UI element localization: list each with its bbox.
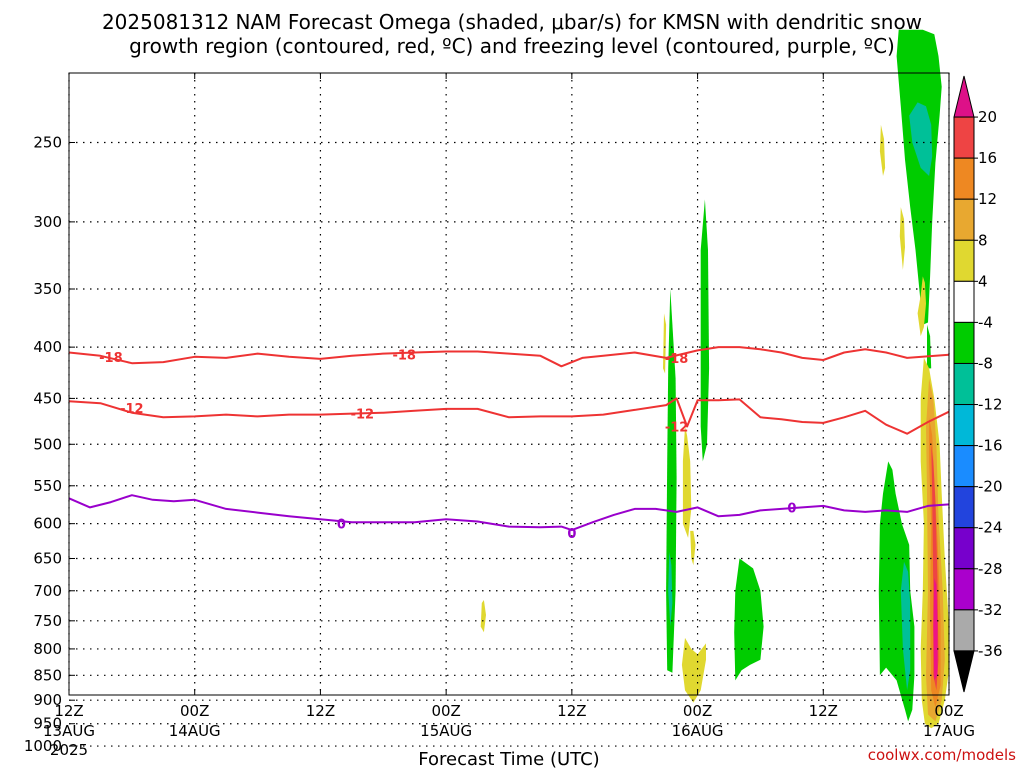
x-axis-label: Forecast Time (UTC) <box>418 749 599 768</box>
x-tick-label: 14AUG <box>169 722 221 740</box>
x-tick-label: 17AUG <box>923 722 975 740</box>
y-tick-label: 400 <box>33 338 62 356</box>
contour-label: 0 <box>787 501 796 516</box>
colorbar-label: -32 <box>978 601 1003 619</box>
colorbar-segment <box>953 198 975 241</box>
chart-title-line2: growth region (contoured, red, ºC) and f… <box>129 34 895 58</box>
y-tick-label: 350 <box>33 280 62 298</box>
x-tick-label: 00Z <box>934 702 963 720</box>
y-tick-label: 800 <box>33 640 62 658</box>
colorbar-label: 8 <box>978 231 988 249</box>
grid-lines <box>68 73 950 747</box>
colorbar-label: -36 <box>978 642 1003 660</box>
colorbar-label: 20 <box>978 108 997 126</box>
omega-shade-region <box>899 207 905 270</box>
y-tick-label: 900 <box>33 691 62 709</box>
x-tick-label: 00Z <box>431 702 460 720</box>
colorbar-segment <box>953 404 975 447</box>
omega-shade-region <box>900 561 911 691</box>
y-tick-label: 300 <box>33 213 62 231</box>
y-tick-label: 950 <box>33 715 62 733</box>
colorbar-label: 16 <box>978 149 997 167</box>
omega-shade-region <box>690 530 696 566</box>
chart-title-line1: 2025081312 NAM Forecast Omega (shaded, μ… <box>102 10 922 34</box>
y-tick-label: 1000 <box>24 737 62 755</box>
omega-shade-region <box>927 324 932 369</box>
contour-label: -18 <box>392 349 416 364</box>
y-tick-label: 500 <box>33 435 62 453</box>
y-tick-label: 650 <box>33 550 62 568</box>
omega-shade-region <box>896 29 942 325</box>
x-tick-label: 12Z <box>306 702 335 720</box>
colorbar-segment <box>953 280 975 323</box>
contour-line <box>68 346 950 368</box>
omega-shade-region <box>909 102 933 176</box>
contour-label: -12 <box>120 402 144 417</box>
omega-shade-region <box>734 558 764 681</box>
colorbar-label: 12 <box>978 190 997 208</box>
omega-shade-region <box>879 124 886 176</box>
x-tick-label: 13AUG <box>43 722 95 740</box>
x-tick-label: 15AUG <box>420 722 472 740</box>
contour-label: -18 <box>99 351 123 366</box>
contour-line <box>68 494 950 532</box>
colorbar-segment <box>953 239 975 282</box>
colorbar-label: -28 <box>978 560 1003 578</box>
omega-shade-region <box>933 578 938 681</box>
contour-label: -12 <box>665 421 689 436</box>
x-tick-label: 00Z <box>683 702 712 720</box>
colorbar-segment <box>953 609 975 652</box>
x-tick-label: 2025 <box>50 741 88 759</box>
colorbar-segment <box>953 568 975 611</box>
contour-label: 0 <box>567 527 576 542</box>
omega-shade-region <box>682 426 692 538</box>
y-tick-label: 250 <box>33 134 62 152</box>
y-axis-ticks: 250 300 350 400 450 500 550 600 650 700 750 800 850 9… <box>24 134 75 755</box>
colorbar-top-arrow <box>953 75 975 118</box>
colorbar-segment <box>953 157 975 200</box>
omega-shade-region <box>480 600 486 633</box>
colorbar-bottom-arrow <box>953 650 975 693</box>
y-tick-label: 850 <box>33 666 62 684</box>
x-tick-label: 16AUG <box>672 722 724 740</box>
omega-shade-region <box>668 551 673 627</box>
y-tick-label: 550 <box>33 477 62 495</box>
x-tick-label: 00Z <box>180 702 209 720</box>
colorbar-label: -20 <box>978 478 1003 496</box>
omega-shade-region <box>700 199 710 462</box>
contour-label: 0 <box>337 518 346 533</box>
y-tick-label: 700 <box>33 582 62 600</box>
omega-shade-region <box>917 276 926 337</box>
y-tick-label: 600 <box>33 515 62 533</box>
colorbar-label: -12 <box>978 396 1003 414</box>
colorbar-label: -8 <box>978 354 993 372</box>
plot-frame <box>68 72 950 696</box>
colorbar-segment <box>953 527 975 570</box>
y-tick-label: 750 <box>33 612 62 630</box>
colorbar-segment <box>953 445 975 488</box>
contour-line <box>68 397 950 435</box>
x-tick-label: 12Z <box>557 702 586 720</box>
colorbar-segment <box>953 321 975 364</box>
colorbar-label: 4 <box>978 272 988 290</box>
colorbar-segment <box>953 362 975 406</box>
omega-shading <box>480 29 949 729</box>
temperature-contours: -18 -18 -18 -12 -12 -12 0 0 0 <box>68 346 950 542</box>
x-tick-label: 12Z <box>809 702 838 720</box>
omega-shade-region <box>681 637 706 703</box>
y-tick-label: 450 <box>33 389 62 407</box>
contour-label: -12 <box>351 408 375 423</box>
colorbar-label: -4 <box>978 313 993 331</box>
omega-colorbar: 20 16 12 8 4 -4 -8 -12 -16 -20 -24 -28 -32 -36 <box>953 75 1003 693</box>
colorbar-segment <box>953 486 975 529</box>
colorbar-segment <box>953 116 975 159</box>
credit-text: coolwx.com/models <box>868 746 1016 764</box>
x-tick-label: 12Z <box>54 702 83 720</box>
colorbar-label: -24 <box>978 519 1003 537</box>
colorbar-label: -16 <box>978 437 1003 455</box>
contour-label: -18 <box>665 352 689 367</box>
